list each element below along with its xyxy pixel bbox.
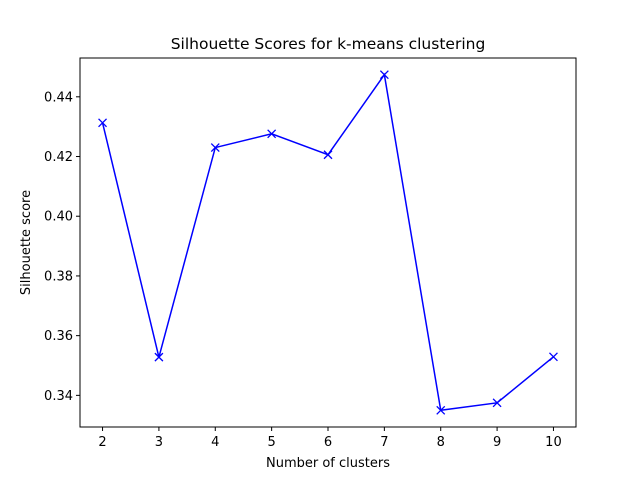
- x-tick-label: 8: [437, 435, 445, 450]
- plot-frame: [79, 57, 577, 428]
- chart-title: Silhouette Scores for k-means clustering: [171, 35, 486, 53]
- data-point-marker: [98, 118, 108, 128]
- data-point-marker: [379, 70, 389, 80]
- x-tick-label: 6: [324, 435, 332, 450]
- data-point-marker: [210, 143, 220, 153]
- x-tick-label: 7: [380, 435, 388, 450]
- x-tick-label: 4: [211, 435, 219, 450]
- y-tick-label: 0.40: [44, 210, 73, 225]
- data-point-marker: [267, 129, 277, 139]
- data-point-marker: [548, 352, 558, 362]
- x-tick-label: 2: [98, 435, 106, 450]
- y-tick-label: 0.44: [44, 90, 73, 105]
- y-axis-ticks: 0.34 0.36 0.38 0.40 0.42 0.44: [44, 90, 80, 404]
- data-point-marker: [436, 405, 446, 415]
- y-tick-label: 0.34: [44, 389, 73, 404]
- x-tick-label: 10: [545, 435, 562, 450]
- x-axis-ticks: 2 3 4 5 6 7 8 9 10: [98, 427, 562, 450]
- y-axis-label: Silhouette score: [19, 190, 34, 295]
- series-markers: [98, 70, 558, 415]
- x-axis-label: Number of clusters: [266, 456, 390, 471]
- series-line: [101, 72, 554, 412]
- y-tick-label: 0.42: [44, 150, 73, 165]
- y-tick-label: 0.36: [44, 329, 73, 344]
- data-point-marker: [323, 150, 333, 160]
- data-point-marker: [492, 398, 502, 408]
- x-tick-label: 5: [267, 435, 275, 450]
- x-tick-label: 3: [155, 435, 163, 450]
- x-tick-label: 9: [493, 435, 501, 450]
- y-tick-label: 0.38: [44, 269, 73, 284]
- data-point-marker: [154, 352, 164, 362]
